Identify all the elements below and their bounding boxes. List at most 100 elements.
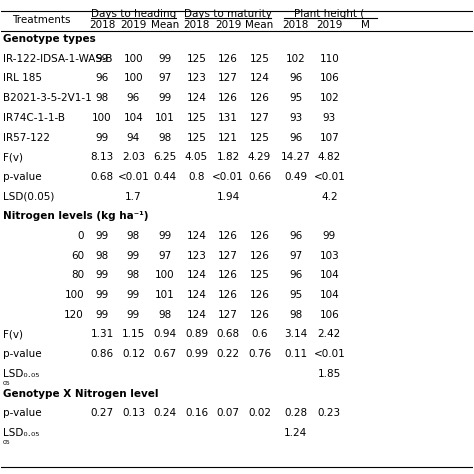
Text: 2019: 2019 (120, 20, 146, 30)
Text: 124: 124 (187, 93, 207, 103)
Text: 0.23: 0.23 (318, 408, 341, 418)
Text: 2.03: 2.03 (122, 152, 145, 162)
Text: IR74C-1-1-B: IR74C-1-1-B (3, 113, 65, 123)
Text: 126: 126 (250, 310, 269, 320)
Text: 0.8: 0.8 (188, 172, 205, 182)
Text: 125: 125 (187, 54, 207, 64)
Text: 98: 98 (127, 270, 140, 281)
Text: 110: 110 (319, 54, 339, 64)
Text: 94: 94 (127, 133, 140, 143)
Text: 4.2: 4.2 (321, 191, 337, 201)
Text: 0.28: 0.28 (284, 408, 307, 418)
Text: 123: 123 (187, 251, 207, 261)
Text: 93: 93 (289, 113, 302, 123)
Text: 99: 99 (323, 231, 336, 241)
Text: 1.15: 1.15 (122, 329, 145, 339)
Text: 104: 104 (124, 113, 143, 123)
Text: <0.01: <0.01 (313, 172, 345, 182)
Text: 100: 100 (64, 290, 84, 300)
Text: 123: 123 (187, 73, 207, 83)
Text: 2019: 2019 (316, 20, 342, 30)
Text: p-value: p-value (3, 172, 42, 182)
Text: 1.31: 1.31 (91, 329, 114, 339)
Text: 14.27: 14.27 (281, 152, 310, 162)
Text: 99: 99 (95, 270, 109, 281)
Text: 2019: 2019 (215, 20, 241, 30)
Text: 95: 95 (289, 93, 302, 103)
Text: 98: 98 (127, 231, 140, 241)
Text: 0.27: 0.27 (91, 408, 114, 418)
Text: IR-122-IDSA-1-WAS-B: IR-122-IDSA-1-WAS-B (3, 54, 112, 64)
Text: 126: 126 (250, 290, 269, 300)
Text: 96: 96 (289, 73, 302, 83)
Text: 4.29: 4.29 (248, 152, 271, 162)
Text: 124: 124 (187, 310, 207, 320)
Text: M: M (361, 20, 370, 30)
Text: 125: 125 (187, 113, 207, 123)
Text: F(v): F(v) (3, 152, 23, 162)
Text: Treatments: Treatments (12, 15, 71, 26)
Text: <0.01: <0.01 (118, 172, 149, 182)
Text: 8.13: 8.13 (91, 152, 114, 162)
Text: 99: 99 (158, 231, 172, 241)
Text: Mean: Mean (151, 20, 179, 30)
Text: Mean: Mean (246, 20, 273, 30)
Text: 127: 127 (218, 310, 238, 320)
Text: 0.22: 0.22 (217, 349, 239, 359)
Text: 96: 96 (289, 270, 302, 281)
Text: 100: 100 (92, 113, 112, 123)
Text: Plant height (: Plant height ( (294, 9, 365, 19)
Text: 126: 126 (218, 231, 238, 241)
Text: 2018: 2018 (183, 20, 210, 30)
Text: 103: 103 (319, 251, 339, 261)
Text: 6.25: 6.25 (154, 152, 177, 162)
Text: 2018: 2018 (283, 20, 309, 30)
Text: 95: 95 (289, 290, 302, 300)
Text: 4.05: 4.05 (185, 152, 208, 162)
Text: 4.82: 4.82 (318, 152, 341, 162)
Text: 127: 127 (250, 113, 269, 123)
Text: 124: 124 (187, 231, 207, 241)
Text: 101: 101 (155, 113, 175, 123)
Text: 100: 100 (155, 270, 175, 281)
Text: 2018: 2018 (89, 20, 115, 30)
Text: 98: 98 (95, 93, 109, 103)
Text: <0.01: <0.01 (212, 172, 244, 182)
Text: 99: 99 (127, 251, 140, 261)
Text: 0.99: 0.99 (185, 349, 208, 359)
Text: 125: 125 (250, 133, 269, 143)
Text: 98: 98 (158, 310, 172, 320)
Text: 106: 106 (319, 73, 339, 83)
Text: 125: 125 (187, 133, 207, 143)
Text: 99: 99 (95, 54, 109, 64)
Text: 102: 102 (286, 54, 305, 64)
Text: p-value: p-value (3, 408, 42, 418)
Text: 125: 125 (250, 270, 269, 281)
Text: <0.01: <0.01 (313, 349, 345, 359)
Text: 100: 100 (124, 54, 143, 64)
Text: 125: 125 (250, 54, 269, 64)
Text: 99: 99 (158, 54, 172, 64)
Text: 80: 80 (71, 270, 84, 281)
Text: 0.11: 0.11 (284, 349, 307, 359)
Text: 104: 104 (319, 270, 339, 281)
Text: 127: 127 (218, 251, 238, 261)
Text: 0.67: 0.67 (154, 349, 176, 359)
Text: 93: 93 (323, 113, 336, 123)
Text: 102: 102 (319, 93, 339, 103)
Text: 0: 0 (77, 231, 84, 241)
Text: B2021-3-5-2V1-1: B2021-3-5-2V1-1 (3, 93, 91, 103)
Text: F(v): F(v) (3, 329, 23, 339)
Text: Genotype types: Genotype types (3, 34, 96, 44)
Text: Days to maturity: Days to maturity (184, 9, 272, 19)
Text: 96: 96 (289, 231, 302, 241)
Text: 3.14: 3.14 (284, 329, 307, 339)
Text: 99: 99 (95, 231, 109, 241)
Text: 0.49: 0.49 (284, 172, 307, 182)
Text: 0.44: 0.44 (154, 172, 176, 182)
Text: 0.12: 0.12 (122, 349, 145, 359)
Text: 05: 05 (3, 381, 11, 386)
Text: 0.02: 0.02 (248, 408, 271, 418)
Text: 98: 98 (158, 133, 172, 143)
Text: 0.89: 0.89 (185, 329, 208, 339)
